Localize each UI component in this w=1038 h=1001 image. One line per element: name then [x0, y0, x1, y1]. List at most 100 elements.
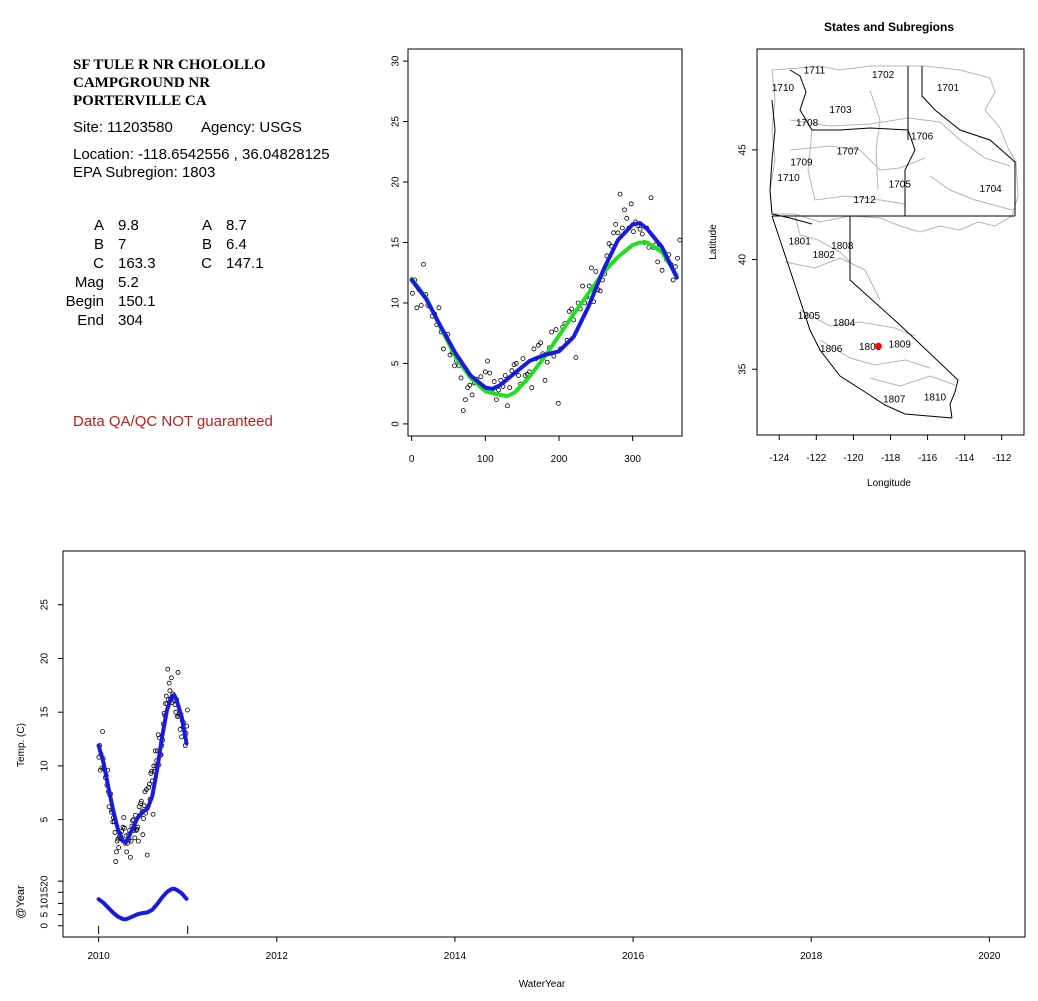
data-point [491, 379, 497, 384]
ts-fits [96, 693, 189, 934]
data-point [509, 368, 515, 374]
region-label: 1806 [820, 344, 843, 355]
data-point [458, 375, 464, 381]
subregion: EPA Subregion: 1803 [73, 164, 216, 181]
region-label: 1703 [829, 105, 852, 116]
map-boundaries [769, 65, 1019, 419]
ts-data-point [138, 801, 144, 806]
y-tick-label: 10 [391, 297, 402, 309]
data-point [619, 225, 625, 231]
param-value: 163.3 [118, 255, 156, 272]
ts-xlabel: WaterYear [519, 979, 566, 990]
data-point [418, 302, 424, 308]
ts-frame [62, 550, 1026, 938]
data-point [628, 201, 634, 207]
lon-tick-label: -116 [918, 453, 938, 464]
data-point [502, 373, 508, 378]
location: Location: -118.6542556 , 36.04828125 [73, 146, 330, 163]
subregion-boundary [819, 339, 931, 369]
ts-ylabel: Temp. (C) [16, 723, 27, 767]
sub-fit-line [96, 886, 189, 922]
data-point [586, 283, 592, 289]
subregion-boundary [784, 257, 881, 301]
disclaimer: Data QA/QC NOT guaranteed [73, 413, 273, 430]
ts-data-point [152, 748, 158, 754]
region-label: 1808 [831, 241, 854, 252]
lon-tick-label: -118 [881, 453, 901, 464]
sub-tick-label: 15 [40, 886, 51, 898]
ts-fit-line [96, 693, 189, 845]
lon-tick-label: -122 [806, 453, 826, 464]
data-point [597, 288, 603, 294]
lon-tick-label: -114 [955, 453, 975, 464]
lon-tick-label: -112 [992, 453, 1012, 464]
data-point [440, 346, 446, 352]
data-point [463, 397, 468, 403]
data-point [460, 408, 466, 414]
year-tick-label: 2016 [622, 951, 645, 962]
ts-data-point [149, 768, 154, 774]
param-label: Mag [74, 274, 104, 291]
data-point [538, 340, 543, 346]
ts-data-point [124, 849, 130, 855]
data-point [516, 373, 521, 378]
param-label: End [77, 312, 104, 329]
param-label: B [201, 236, 212, 253]
data-point [677, 237, 683, 243]
ts-data-point [175, 670, 181, 675]
data-point [531, 346, 537, 352]
temp-tick-label: 15 [40, 706, 51, 718]
data-point [639, 231, 645, 237]
sub-tick-label: 0 [40, 923, 51, 929]
lat-tick-label: 40 [738, 254, 749, 266]
region-label: 1805 [798, 311, 821, 322]
region-label: 1702 [872, 70, 895, 81]
data-point [421, 261, 426, 267]
region-labels: 1711 1710 1702 1701 1703 1708 1706 1707 1709 1710… [772, 66, 1002, 406]
ts-data-point [167, 688, 173, 694]
region-label: 1804 [833, 318, 856, 329]
data-point [520, 356, 526, 362]
data-point [436, 305, 442, 311]
subregion-boundary [794, 213, 851, 263]
id-border [904, 66, 916, 216]
ts-data-point [128, 838, 134, 844]
ts-data-point [134, 826, 140, 832]
ts-data-point [141, 816, 146, 821]
data-point [589, 265, 594, 271]
param-value: 9.8 [118, 217, 139, 234]
region-label: 1710 [772, 83, 795, 94]
y-tick-label: 20 [391, 176, 402, 188]
subregion-boundary [869, 375, 956, 387]
data-point [414, 305, 420, 311]
data-point [553, 327, 559, 332]
subregion-boundary [929, 175, 1013, 211]
data-point [580, 283, 585, 289]
data-point [569, 306, 574, 312]
data-point [544, 359, 550, 365]
ts-axes: 2010 2012 2014 2016 2018 20205101520250510152… [40, 599, 1001, 962]
data-point [493, 397, 499, 403]
ts-data-point [144, 852, 150, 858]
lat-tick-label: 45 [738, 144, 749, 156]
temp-tick-label: 20 [40, 652, 51, 664]
data-point [675, 255, 680, 261]
mt-border [921, 66, 1016, 216]
data-point [513, 361, 519, 366]
param-value: 304 [118, 312, 144, 329]
sub-tick-label: 5 [40, 911, 51, 917]
data-point [648, 195, 654, 201]
region-label: 1807 [883, 395, 906, 406]
region-label: 1803 [859, 342, 882, 353]
region-label: 1710 [777, 173, 800, 184]
y-tick-label: 5 [391, 360, 402, 366]
data-point [622, 207, 627, 213]
data-point [529, 385, 535, 391]
data-point [478, 374, 484, 380]
ts-data-point [168, 675, 174, 681]
ts-data-point [146, 785, 152, 790]
subregion-boundary [807, 129, 906, 205]
map-xlabel: Longitude [867, 478, 911, 489]
data-point [452, 363, 457, 369]
